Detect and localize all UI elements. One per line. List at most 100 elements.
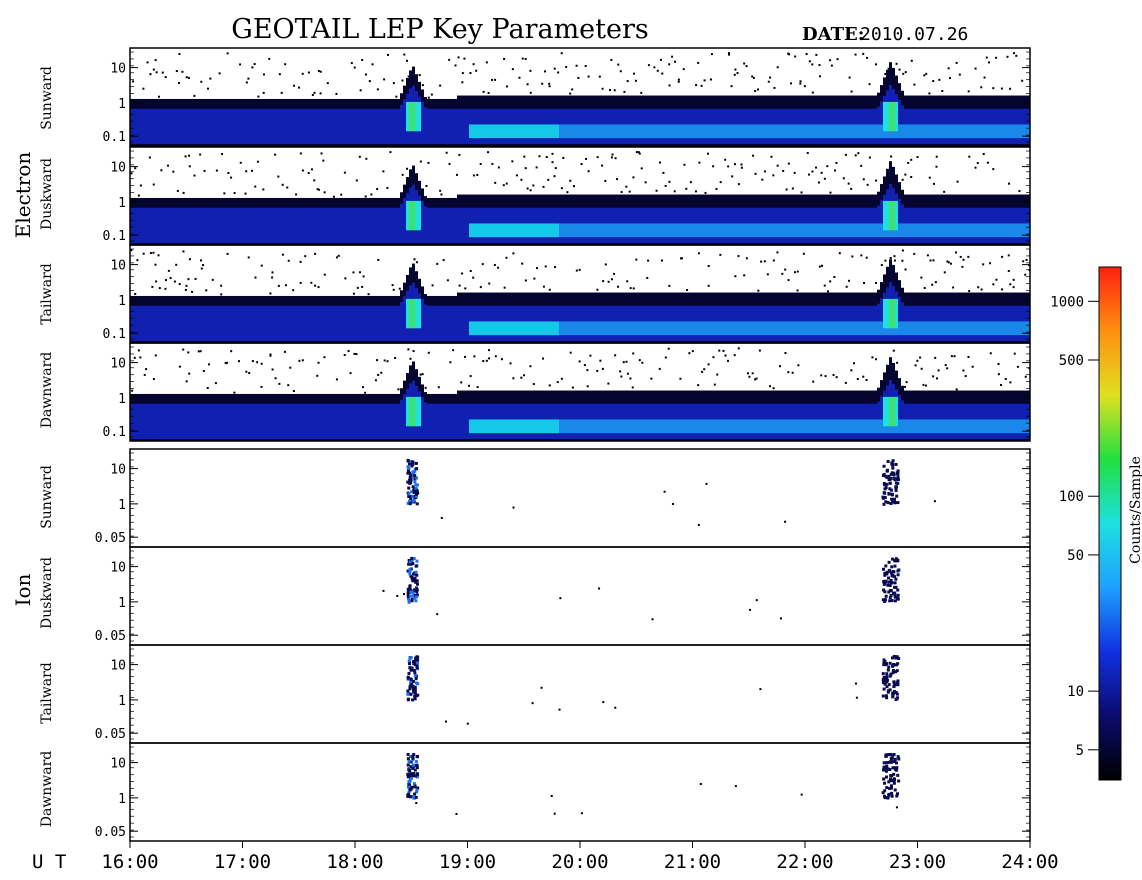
noise-dot	[661, 259, 664, 262]
ion-count-dot	[759, 688, 762, 691]
spectrogram-cell	[310, 305, 313, 341]
noise-dot	[799, 80, 802, 83]
spectrogram-cell	[175, 403, 178, 439]
ion-count-cell	[407, 486, 411, 490]
spectrogram-cell	[889, 200, 892, 231]
spectrogram-cell	[517, 223, 520, 238]
spectrogram-cell	[910, 124, 913, 139]
ion-count-cell	[411, 579, 415, 583]
spectrogram-cell	[586, 124, 589, 139]
ion-count-cell	[882, 761, 886, 765]
spectrogram-cell	[316, 108, 319, 144]
ion-count-cell	[414, 795, 418, 799]
noise-dot	[503, 57, 506, 60]
y-tick-label: 10	[110, 357, 126, 372]
ion-count-cell	[882, 663, 886, 667]
x-tick-label: 23:00	[889, 851, 946, 873]
ion-count-cell	[896, 662, 900, 666]
noise-dot	[818, 75, 821, 78]
spectrogram-cell	[817, 124, 820, 139]
spectrogram-cell	[1021, 124, 1024, 139]
noise-dot	[472, 276, 475, 279]
ion-count-dot	[598, 587, 601, 590]
spectrogram-cell	[406, 396, 409, 427]
ion-count-dot	[553, 812, 556, 815]
noise-dot	[983, 76, 986, 79]
spectrogram-cell	[808, 419, 811, 434]
spectrogram-cell	[1027, 321, 1030, 336]
noise-dot	[139, 184, 142, 187]
spectrogram-cell	[910, 419, 913, 434]
noise-dot	[545, 156, 548, 159]
ion-count-cell	[416, 655, 420, 659]
noise-dot	[791, 371, 794, 374]
spectrogram-cell	[382, 207, 385, 243]
x-tick-label: 19:00	[439, 851, 496, 873]
noise-dot	[845, 285, 848, 288]
spectrogram-cell	[928, 419, 931, 434]
y-tick-label: 10	[110, 161, 126, 176]
spectrogram-cell	[892, 101, 895, 132]
noise-dot	[1007, 269, 1010, 272]
noise-dot	[620, 375, 623, 378]
noise-dot	[1001, 255, 1004, 258]
spectrogram-cell	[253, 403, 256, 439]
noise-dot	[542, 357, 545, 360]
ion-count-cell	[885, 761, 889, 765]
spectrogram-cell	[496, 124, 499, 139]
noise-dot	[794, 55, 797, 58]
spectrogram-cell	[793, 419, 796, 434]
spectrogram-cell	[730, 321, 733, 336]
noise-dot	[850, 90, 853, 93]
spectrogram-cell	[589, 419, 592, 434]
noise-dot	[866, 56, 869, 59]
spectrogram-cell	[853, 124, 856, 139]
ion-count-cell	[409, 474, 413, 478]
spectrogram-cell	[256, 305, 259, 341]
noise-dot	[599, 359, 602, 362]
noise-dot	[281, 183, 284, 186]
spectrogram-cell	[151, 403, 154, 439]
spectrogram-cell	[412, 298, 415, 329]
ion-count-cell	[893, 766, 897, 770]
ion-count-cell	[409, 478, 413, 482]
noise-dot	[512, 252, 515, 255]
noise-dot	[155, 71, 158, 74]
spectrogram-cell	[250, 305, 253, 341]
spectrogram-cell	[577, 321, 580, 336]
spectrogram-cell	[259, 207, 262, 243]
noise-dot	[683, 163, 686, 166]
spectrogram-cell	[538, 223, 541, 238]
ion-count-cell	[414, 663, 418, 667]
spectrogram-cell	[829, 321, 832, 336]
spectrogram-cell	[442, 403, 445, 439]
spectrogram-cell	[379, 207, 382, 243]
spectrogram-cell	[475, 419, 478, 434]
spectrogram-cell	[391, 108, 394, 144]
spectrogram-cell	[451, 305, 454, 341]
noise-dot	[854, 154, 857, 157]
spectrogram-cell	[307, 403, 310, 439]
spectrogram-cell	[1009, 124, 1012, 139]
spectrogram-cell	[691, 223, 694, 238]
noise-dot	[1012, 278, 1015, 281]
panel-label-ion-duskward: Duskward	[39, 557, 55, 629]
spectrogram-cell	[715, 223, 718, 238]
ion-count-cell	[883, 496, 887, 500]
noise-dot	[169, 277, 172, 280]
spectrogram-cell	[724, 124, 727, 139]
noise-dot	[631, 386, 634, 389]
noise-dot	[832, 373, 835, 376]
spectrogram-cell	[145, 207, 148, 243]
spectrogram-cell	[340, 108, 343, 144]
spectrogram-cell	[634, 124, 637, 139]
noise-dot	[856, 377, 859, 380]
ion-count-cell	[409, 787, 413, 791]
spectrogram-cell	[718, 419, 721, 434]
spectrogram-cell	[922, 223, 925, 238]
spectrogram-cell	[547, 321, 550, 336]
noise-dot	[578, 268, 581, 271]
noise-dot	[772, 174, 775, 177]
spectrogram-cell	[877, 223, 880, 238]
spectrogram-cell	[148, 108, 151, 144]
